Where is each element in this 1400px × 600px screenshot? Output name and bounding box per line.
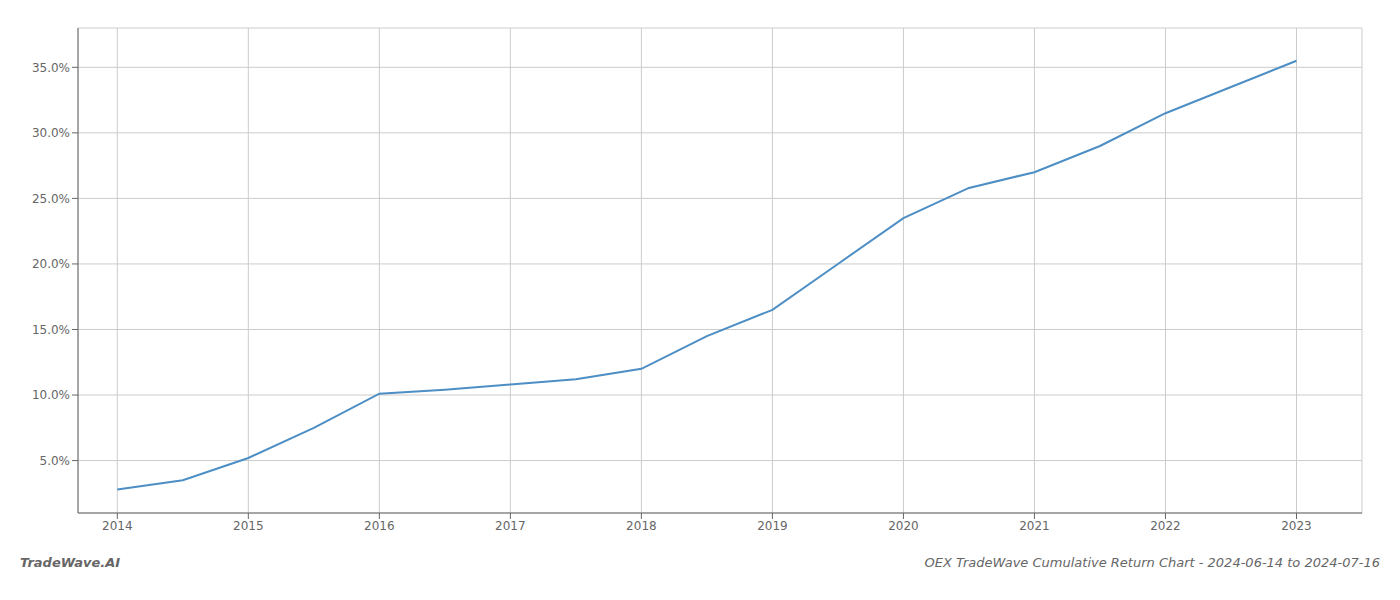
svg-text:2014: 2014 bbox=[102, 519, 133, 533]
html-text:TradeWave.AI: TradeWave.AI bbox=[20, 555, 121, 570]
svg-text:2019: 2019 bbox=[757, 519, 788, 533]
svg-text:30.0%: 30.0% bbox=[32, 126, 70, 140]
svg-text:5.0%: 5.0% bbox=[40, 454, 71, 468]
svg-text:20.0%: 20.0% bbox=[32, 257, 70, 271]
svg-text:2020: 2020 bbox=[888, 519, 919, 533]
html-text:OEX TradeWave Cumulative Retur: OEX TradeWave Cumulative Return Chart - … bbox=[924, 555, 1380, 570]
svg-text:2016: 2016 bbox=[364, 519, 395, 533]
svg-text:2021: 2021 bbox=[1019, 519, 1050, 533]
svg-text:2018: 2018 bbox=[626, 519, 657, 533]
svg-text:15.0%: 15.0% bbox=[32, 323, 70, 337]
svg-text:25.0%: 25.0% bbox=[32, 192, 70, 206]
svg-text:10.0%: 10.0% bbox=[32, 388, 70, 402]
svg-text:2022: 2022 bbox=[1150, 519, 1181, 533]
svg-text:2015: 2015 bbox=[233, 519, 264, 533]
svg-text:35.0%: 35.0% bbox=[32, 61, 70, 75]
svg-text:2023: 2023 bbox=[1281, 519, 1312, 533]
svg-text:2017: 2017 bbox=[495, 519, 526, 533]
